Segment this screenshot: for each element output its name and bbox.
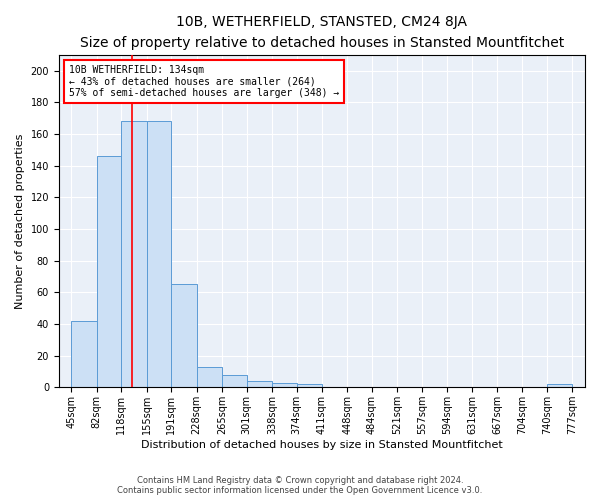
Text: 10B WETHERFIELD: 134sqm
← 43% of detached houses are smaller (264)
57% of semi-d: 10B WETHERFIELD: 134sqm ← 43% of detache…	[70, 65, 340, 98]
Text: Contains HM Land Registry data © Crown copyright and database right 2024.
Contai: Contains HM Land Registry data © Crown c…	[118, 476, 482, 495]
Bar	[247, 381, 272, 388]
Bar	[547, 384, 572, 388]
X-axis label: Distribution of detached houses by size in Stansted Mountfitchet: Distribution of detached houses by size …	[141, 440, 503, 450]
Y-axis label: Number of detached properties: Number of detached properties	[15, 134, 25, 309]
Bar	[172, 284, 197, 388]
Bar	[147, 122, 172, 388]
Bar	[272, 382, 296, 388]
Bar	[222, 374, 247, 388]
Bar	[296, 384, 322, 388]
Bar	[71, 321, 97, 388]
Bar	[97, 156, 121, 388]
Title: 10B, WETHERFIELD, STANSTED, CM24 8JA
Size of property relative to detached house: 10B, WETHERFIELD, STANSTED, CM24 8JA Siz…	[80, 15, 564, 50]
Bar	[197, 366, 222, 388]
Bar	[121, 122, 147, 388]
